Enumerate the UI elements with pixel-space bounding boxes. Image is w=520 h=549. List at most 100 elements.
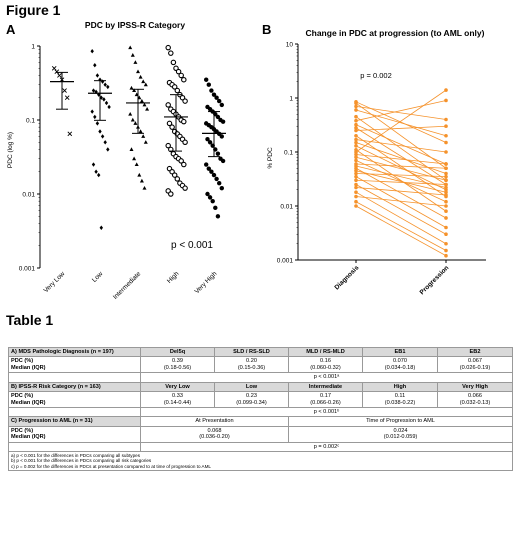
data-point	[354, 144, 358, 148]
data-point	[181, 118, 187, 125]
data-point	[64, 95, 70, 101]
data-point	[141, 79, 146, 84]
data-point	[444, 185, 448, 190]
data-point	[136, 69, 140, 74]
pair-line	[355, 187, 447, 196]
data-point	[444, 232, 448, 237]
data-point	[354, 118, 358, 123]
chart-b-title: Change in PDC at progression (to AML onl…	[306, 28, 485, 38]
p-value-cell: p < 0.001ᵃ	[140, 372, 513, 383]
results-table: A) MDS Pathologic Diagnosis (n = 197) De…	[8, 346, 513, 471]
data-point	[444, 241, 448, 246]
data-point	[182, 139, 188, 146]
data-point	[171, 172, 178, 178]
data-point	[90, 49, 94, 54]
data-point	[171, 84, 178, 90]
col-header: Del5q	[140, 346, 215, 358]
data-point	[354, 133, 358, 138]
panel-a-letter: A	[6, 22, 16, 37]
table-cell: 0.39 (0.18-0.56)	[140, 356, 215, 374]
pair-line	[355, 127, 447, 185]
data-point	[354, 104, 358, 109]
data-point	[213, 205, 218, 211]
p-value-cell: p = 0.002ᶜ	[140, 441, 513, 453]
table-cell: 0.23 (0.099-0.34)	[214, 391, 289, 408]
data-point	[165, 44, 171, 51]
data-point	[67, 131, 73, 137]
data-point	[444, 182, 448, 187]
data-point	[444, 190, 448, 195]
panel-b-letter: B	[262, 22, 272, 37]
table-cell: 0.066 (0.032-0.13)	[437, 391, 513, 408]
section-c-header-row: C) Progression to AML (n = 31) At Presen…	[8, 416, 513, 427]
data-point	[90, 109, 94, 114]
pair-line	[355, 173, 447, 178]
data-point	[354, 168, 358, 173]
data-point	[211, 172, 217, 178]
data-point	[95, 121, 100, 126]
data-point	[95, 73, 100, 78]
data-point	[354, 182, 358, 187]
data-point	[207, 195, 213, 200]
data-point	[178, 72, 184, 79]
data-point	[214, 176, 219, 182]
data-point	[57, 73, 62, 78]
data-point	[94, 89, 98, 95]
data-point	[166, 120, 173, 127]
chart-a-ylabel: PDC (log %)	[7, 132, 14, 168]
data-point	[444, 98, 448, 103]
col-header: Time of Progression to AML	[288, 416, 513, 427]
table-title: Table 1	[6, 312, 54, 328]
x-tick-label: Low	[91, 270, 105, 284]
data-point	[107, 104, 111, 110]
data-point	[97, 172, 101, 178]
data-point	[132, 156, 137, 161]
pair-line	[355, 167, 447, 219]
table-cell: 0.33 (0.14-0.44)	[140, 391, 215, 408]
pair-line	[355, 205, 447, 257]
pair-line	[355, 139, 447, 153]
pair-line	[355, 105, 447, 120]
footnotes-row: a) p < 0.001 for the differences in PDCs…	[8, 451, 513, 471]
data-point	[444, 133, 448, 138]
data-point	[444, 204, 448, 208]
data-point	[137, 172, 142, 177]
table-cell: 0.067 (0.026-0.19)	[437, 356, 513, 374]
y-tick-label: 0.1	[26, 118, 35, 125]
section-b-data-row: PDC (%) Median (IQR) 0.33 (0.14-0.44) 0.23…	[8, 391, 513, 408]
data-point	[99, 95, 103, 100]
data-point	[217, 98, 222, 104]
data-point	[209, 88, 214, 93]
data-point	[133, 121, 138, 125]
data-point	[354, 155, 358, 160]
figure-title: Figure 1	[6, 2, 61, 18]
data-point	[205, 191, 210, 197]
pair-line	[355, 124, 447, 165]
data-point	[444, 124, 448, 129]
data-point	[134, 162, 139, 167]
data-point	[444, 166, 448, 171]
pair-line	[355, 125, 447, 131]
data-point	[444, 248, 448, 253]
table-cell: 0.17 (0.066-0.26)	[288, 391, 363, 408]
data-point	[444, 199, 448, 204]
pair-line	[355, 179, 447, 185]
data-point	[139, 98, 144, 103]
data-point	[182, 185, 188, 191]
data-point	[204, 77, 209, 82]
data-point	[143, 82, 148, 87]
section-c-p-row: p = 0.002ᶜ	[8, 441, 513, 453]
table-cell: 0.068 (0.036-0.20)	[140, 425, 289, 443]
section-a-header-row: A) MDS Pathologic Diagnosis (n = 197) De…	[8, 346, 513, 358]
x-tick-label: Diagnosis	[333, 264, 360, 291]
section-a-data-row: PDC (%) Median (IQR) 0.39 (0.18-0.56) 0.20…	[8, 356, 513, 374]
x-tick-label: Very Low	[43, 270, 67, 294]
data-point	[142, 102, 147, 107]
data-point	[220, 158, 226, 164]
data-point	[205, 137, 210, 142]
pair-line	[355, 89, 447, 153]
data-point	[206, 166, 211, 171]
y-tick-label: 0.001	[277, 258, 294, 265]
data-point	[354, 174, 358, 179]
data-point	[444, 171, 448, 176]
